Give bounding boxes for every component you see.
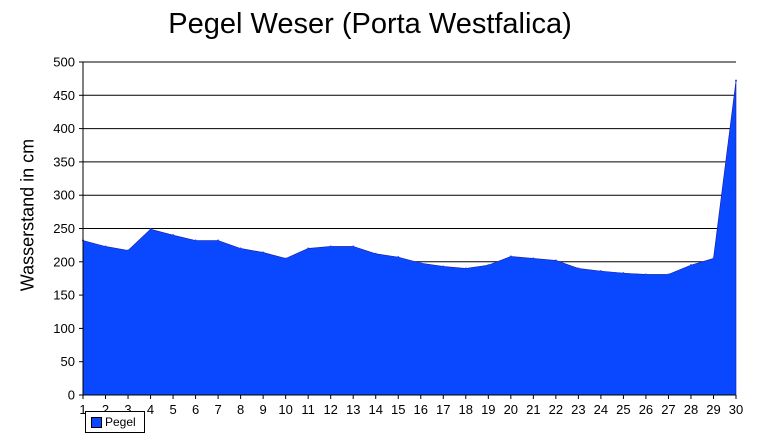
data-point: [622, 272, 625, 275]
x-tick-label: 26: [639, 402, 653, 417]
x-tick-label: 6: [192, 402, 199, 417]
data-point: [149, 228, 152, 231]
data-point: [374, 252, 377, 255]
data-point: [104, 245, 107, 248]
legend: Pegel: [85, 411, 145, 433]
data-point: [599, 270, 602, 273]
y-tick-label: 100: [53, 321, 75, 336]
x-tick-label: 2: [102, 402, 109, 417]
x-tick-label: 21: [526, 402, 540, 417]
x-tick-label: 10: [278, 402, 292, 417]
x-tick-label: 4: [147, 402, 154, 417]
x-tick-label: 1: [79, 402, 86, 417]
data-point: [554, 259, 557, 262]
data-point: [194, 239, 197, 242]
x-tick-label: 30: [729, 402, 743, 417]
x-tick-label: 5: [169, 402, 176, 417]
y-tick-label: 350: [53, 154, 75, 169]
x-tick-labels: 1 2 3 4 5 6 7 8 9 10 11 12 13 14 15 16 17 18 19 20 21 22 23 24 2…: [79, 402, 743, 417]
x-tick-label: 24: [594, 402, 608, 417]
x-tick-label: 20: [504, 402, 518, 417]
x-tick-label: 16: [414, 402, 428, 417]
x-tick-label: 19: [481, 402, 495, 417]
x-tick-label: 28: [684, 402, 698, 417]
data-point: [352, 245, 355, 248]
series-layer: [82, 79, 737, 396]
x-tick-label: 3: [124, 402, 131, 417]
axes: [79, 61, 737, 399]
x-tick-label: 8: [237, 402, 244, 417]
x-tick-label: 25: [616, 402, 630, 417]
data-point: [464, 267, 467, 270]
data-point: [172, 234, 175, 237]
x-tick-label: 27: [661, 402, 675, 417]
y-tick-label: 300: [53, 188, 75, 203]
data-point: [239, 247, 242, 250]
x-tick-label: 22: [549, 402, 563, 417]
data-point: [735, 79, 737, 82]
x-tick-label: 14: [368, 402, 382, 417]
y-tick-label: 200: [53, 254, 75, 269]
data-point: [644, 273, 647, 276]
data-point: [509, 255, 512, 258]
y-tick-label: 500: [53, 55, 75, 70]
x-tick-label: 13: [346, 402, 360, 417]
data-point: [419, 262, 422, 265]
x-tick-label: 9: [260, 402, 267, 417]
y-tick-label: 400: [53, 121, 75, 136]
legend-label: Pegel: [105, 415, 136, 429]
data-point: [577, 267, 580, 270]
data-point: [329, 245, 332, 248]
y-tick-label: 150: [53, 288, 75, 303]
x-tick-label: 23: [571, 402, 585, 417]
y-tick-label: 450: [53, 88, 75, 103]
data-point: [262, 251, 265, 254]
series-area: [82, 80, 737, 396]
y-tick-label: 250: [53, 221, 75, 236]
data-point: [532, 257, 535, 260]
data-point: [689, 264, 692, 267]
data-point: [127, 249, 130, 252]
data-point: [487, 264, 490, 267]
chart-title: Pegel Weser (Porta Westfalica): [168, 8, 572, 40]
x-tick-label: 18: [459, 402, 473, 417]
x-tick-label: 11: [301, 402, 315, 417]
x-tick-label: 7: [214, 402, 221, 417]
data-point: [667, 273, 670, 276]
data-point: [217, 239, 220, 242]
data-point: [284, 257, 287, 260]
y-tick-labels: 0 50 100 150 200 250 300 350 400 450 500: [53, 55, 75, 403]
y-tick-label: 50: [61, 354, 75, 369]
x-tick-label: 29: [706, 402, 720, 417]
x-tick-label: 17: [436, 402, 450, 417]
legend-swatch: [91, 417, 102, 428]
data-point: [442, 265, 445, 268]
data-point: [712, 257, 715, 260]
y-tick-label: 0: [68, 388, 75, 403]
data-point: [307, 247, 310, 250]
x-tick-label: 12: [323, 402, 337, 417]
data-point: [397, 256, 400, 259]
x-tick-label: 15: [391, 402, 405, 417]
